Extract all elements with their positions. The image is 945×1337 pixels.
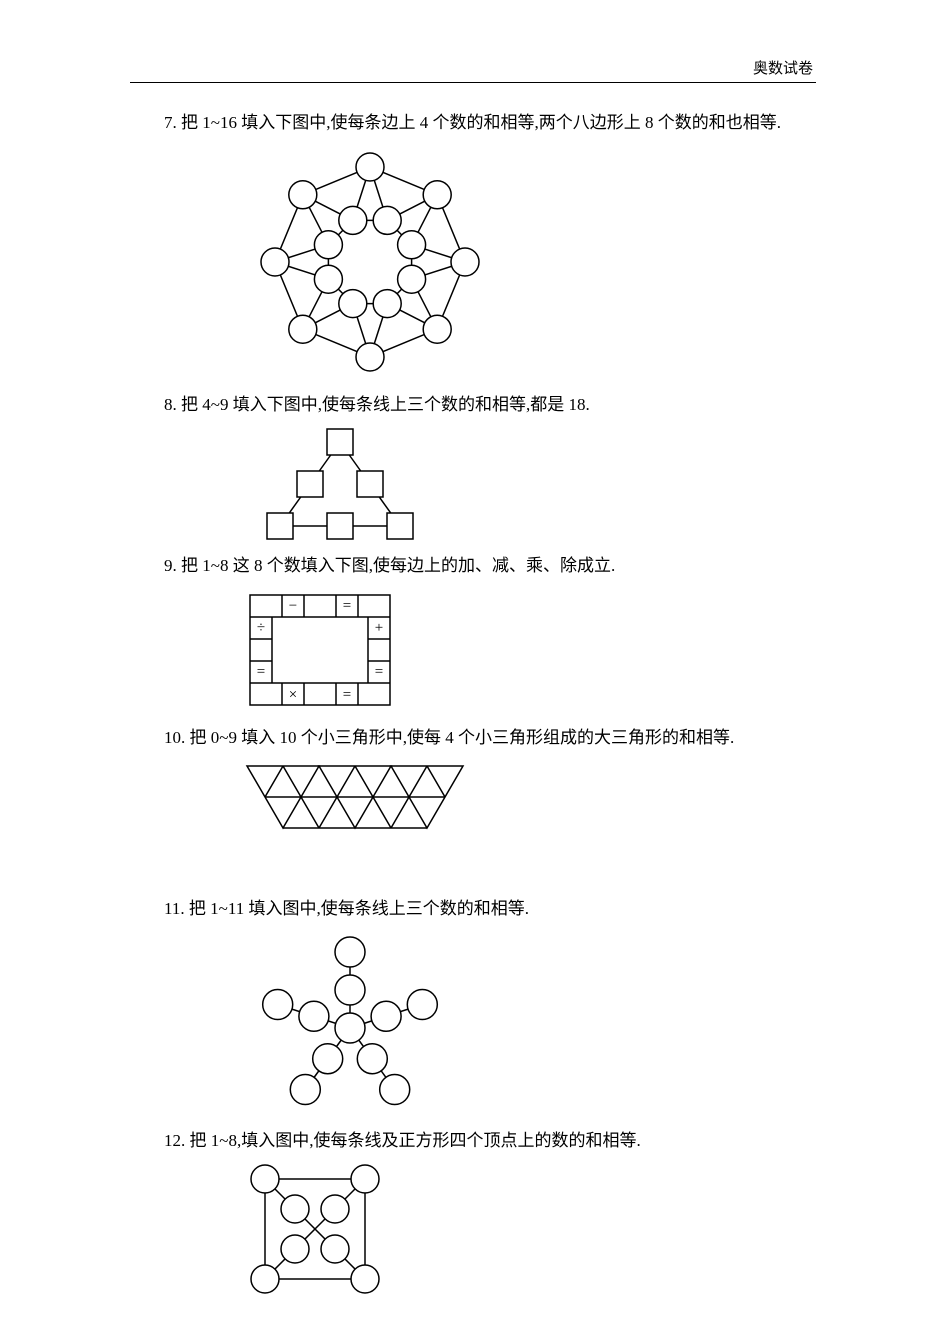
page: 奥数试卷 7. 把 1~16 填入下图中,使每条边上 4 个数的和相等,两个八边… [0,0,945,1337]
problem-7-text: 7. 把 1~16 填入下图中,使每条边上 4 个数的和相等,两个八边形上 8 … [130,110,816,136]
op-plus: + [375,620,383,636]
problem-8-body: 把 4~9 填入下图中,使每条线上三个数的和相等,都是 18. [181,395,590,414]
problem-12-number: 12. [164,1131,185,1150]
op-eq-bot: = [343,687,351,703]
problem-12-body: 把 1~8,填入图中,使每条线及正方形四个顶点上的数的和相等. [190,1131,641,1150]
figure-7 [240,142,816,382]
header-rule [130,82,816,83]
problem-11-number: 11. [164,899,185,918]
op-minus: − [289,598,297,614]
problem-8: 8. 把 4~9 填入下图中,使每条线上三个数的和相等,都是 18. [130,392,816,544]
problem-10: 10. 把 0~9 填入 10 个小三角形中,使每 4 个小三角形组成的大三角形… [130,725,816,887]
op-div: ÷ [257,620,265,636]
figure-10 [240,756,816,886]
problem-9-text: 9. 把 1~8 这 8 个数填入下图,使每边上的加、减、乘、除成立. [130,553,816,579]
figure-9: − = ÷ + = = × = [240,585,816,715]
content: 7. 把 1~16 填入下图中,使每条边上 4 个数的和相等,两个八边形上 8 … [130,110,816,1309]
problem-11-body: 把 1~11 填入图中,使每条线上三个数的和相等. [189,899,529,918]
problem-11-text: 11. 把 1~11 填入图中,使每条线上三个数的和相等. [130,896,816,922]
problem-8-number: 8. [164,395,177,414]
op-mul: × [289,687,297,703]
op-eq-right: = [375,664,383,680]
figure-12 [240,1159,816,1299]
problem-11: 11. 把 1~11 填入图中,使每条线上三个数的和相等. [130,896,816,1118]
problem-8-text: 8. 把 4~9 填入下图中,使每条线上三个数的和相等,都是 18. [130,392,816,418]
op-eq-left: = [257,664,265,680]
problem-7-body: 把 1~16 填入下图中,使每条边上 4 个数的和相等,两个八边形上 8 个数的… [181,113,781,132]
figure-11 [240,928,816,1118]
problem-7-number: 7. [164,113,177,132]
problem-9: 9. 把 1~8 这 8 个数填入下图,使每边上的加、减、乘、除成立. [130,553,816,715]
problem-10-number: 10. [164,728,185,747]
problem-10-body: 把 0~9 填入 10 个小三角形中,使每 4 个小三角形组成的大三角形的和相等… [190,728,735,747]
problem-12: 12. 把 1~8,填入图中,使每条线及正方形四个顶点上的数的和相等. [130,1128,816,1300]
op-eq-top: = [343,598,351,614]
problem-9-number: 9. [164,556,177,575]
figure-8 [240,423,816,543]
problem-10-text: 10. 把 0~9 填入 10 个小三角形中,使每 4 个小三角形组成的大三角形… [130,725,816,751]
header-title: 奥数试卷 [753,58,813,81]
problem-9-body: 把 1~8 这 8 个数填入下图,使每边上的加、减、乘、除成立. [181,556,615,575]
problem-7: 7. 把 1~16 填入下图中,使每条边上 4 个数的和相等,两个八边形上 8 … [130,110,816,382]
problem-12-text: 12. 把 1~8,填入图中,使每条线及正方形四个顶点上的数的和相等. [130,1128,816,1154]
